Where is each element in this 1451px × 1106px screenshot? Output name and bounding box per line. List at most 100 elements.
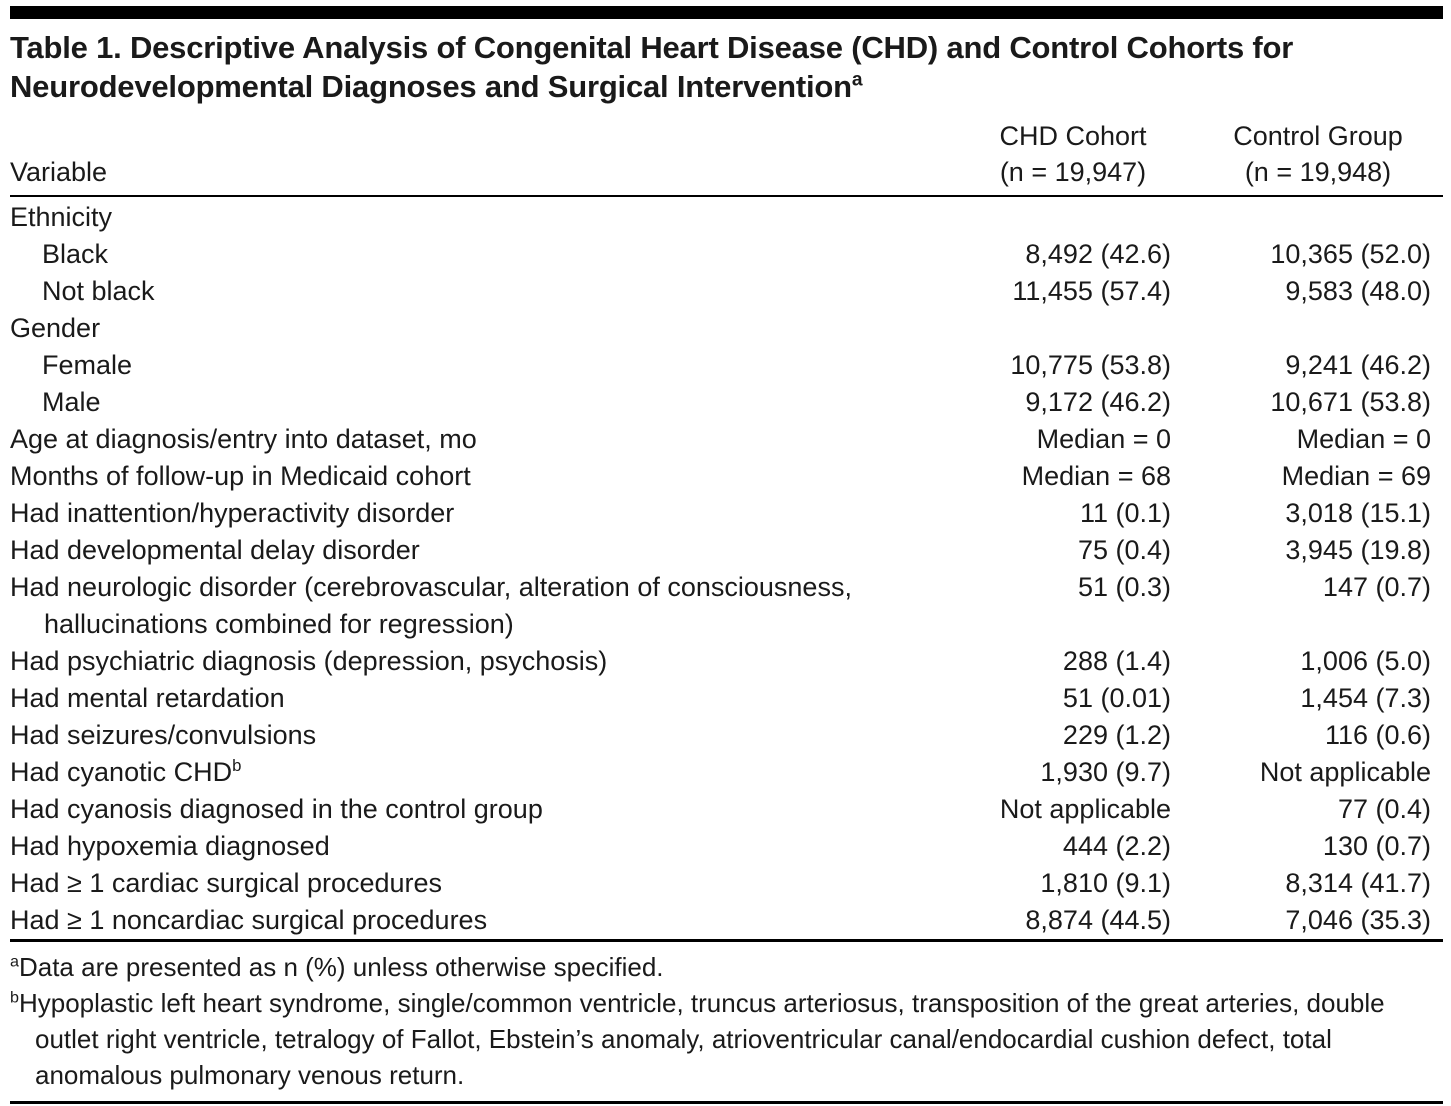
chd-cohort-header-line1: CHD Cohort bbox=[999, 121, 1147, 151]
chd-cohort-value: 75 (0.4) bbox=[1077, 535, 1171, 565]
table-row: Had ≥ 1 noncardiac surgical procedures 8,… bbox=[10, 902, 1443, 941]
control-group-value bbox=[1193, 196, 1443, 236]
chd-cohort-value: 229 (1.2) bbox=[1062, 720, 1171, 750]
table-row: Age at diagnosis/entry into dataset, mo M… bbox=[10, 421, 1443, 458]
row-label-text: Had hypoxemia diagnosed bbox=[10, 831, 330, 861]
row-label: Gender bbox=[10, 310, 953, 347]
table-row: Not black 11,455 (57.4) 9,583 (48.0) bbox=[10, 273, 1443, 310]
table-row: Had developmental delay disorder 75 (0.4)… bbox=[10, 532, 1443, 569]
table-header: Variable CHD Cohort (n = 19,947) Control… bbox=[10, 118, 1443, 197]
chd-cohort-value: Not applicable bbox=[999, 794, 1171, 824]
table-row: Had mental retardation 51 (0.01) 1,454 (7.… bbox=[10, 680, 1443, 717]
table-row: Had neurologic disorder (cerebrovascular… bbox=[10, 569, 1443, 643]
control-group-value bbox=[1193, 310, 1443, 347]
chd-cohort-value bbox=[953, 196, 1193, 236]
chd-cohort-value: 8,492 (42.6) bbox=[1025, 239, 1171, 269]
row-label-text: Had cyanosis diagnosed in the control gr… bbox=[10, 794, 543, 824]
row-label: Ethnicity bbox=[10, 196, 953, 236]
header-row: Variable CHD Cohort (n = 19,947) Control… bbox=[10, 118, 1443, 197]
table-row: Months of follow-up in Medicaid cohort Me… bbox=[10, 458, 1443, 495]
chd-cohort-value: 1,930 (9.7) bbox=[1040, 757, 1171, 787]
control-group-value: 9,583 (48.0) bbox=[1285, 276, 1431, 306]
row-label-text: Had psychiatric diagnosis (depression, p… bbox=[10, 646, 608, 676]
row-label: Black bbox=[10, 236, 953, 273]
control-group-value: 3,018 (15.1) bbox=[1285, 498, 1431, 528]
row-label: Had hypoxemia diagnosed bbox=[10, 828, 953, 865]
chd-cohort-value: 444 (2.2) bbox=[1062, 831, 1171, 861]
row-label-text: Not black bbox=[42, 276, 155, 306]
row-label-text: Had seizures/convulsions bbox=[10, 720, 317, 750]
control-group-value: 147 (0.7) bbox=[1322, 572, 1431, 602]
row-label: Had ≥ 1 noncardiac surgical procedures bbox=[10, 902, 953, 941]
row-label-text: Had neurologic disorder (cerebrovascular… bbox=[10, 572, 852, 639]
row-label: Not black bbox=[10, 273, 953, 310]
data-table: Variable CHD Cohort (n = 19,947) Control… bbox=[10, 118, 1443, 942]
chd-cohort-value: 8,874 (44.5) bbox=[1025, 905, 1171, 935]
table-row: Black 8,492 (42.6) 10,365 (52.0) bbox=[10, 236, 1443, 273]
control-group-value: Median = 69 bbox=[1281, 461, 1431, 491]
chd-cohort-value: 11,455 (57.4) bbox=[1012, 276, 1171, 306]
row-label: Female bbox=[10, 347, 953, 384]
table-row: Had cyanosis diagnosed in the control gr… bbox=[10, 791, 1443, 828]
row-label: Had cyanosis diagnosed in the control gr… bbox=[10, 791, 953, 828]
row-label-text: Had ≥ 1 cardiac surgical procedures bbox=[10, 868, 443, 898]
control-group-value: 7,046 (35.3) bbox=[1285, 905, 1431, 935]
row-label: Had cyanotic CHDb bbox=[10, 754, 953, 791]
row-label-text: Black bbox=[42, 239, 109, 269]
row-label-text: Ethnicity bbox=[10, 202, 113, 232]
footnote-a-marker: a bbox=[10, 952, 19, 971]
chd-cohort-value: 11 (0.1) bbox=[1079, 498, 1171, 528]
footnote-a: aData are presented as n (%) unless othe… bbox=[10, 949, 1430, 985]
row-label-text: Had ≥ 1 noncardiac surgical procedures bbox=[10, 905, 488, 935]
control-group-value: 8,314 (41.7) bbox=[1285, 868, 1431, 898]
row-label-text: Months of follow-up in Medicaid cohort bbox=[10, 461, 471, 491]
footnotes: aData are presented as n (%) unless othe… bbox=[10, 949, 1443, 1104]
column-header-variable: Variable bbox=[10, 118, 953, 197]
footnote-b: bHypoplastic left heart syndrome, single… bbox=[10, 985, 1430, 1093]
control-group-value: 116 (0.6) bbox=[1324, 720, 1431, 750]
footnote-a-text: Data are presented as n (%) unless other… bbox=[18, 952, 664, 982]
row-label-text: Male bbox=[42, 387, 101, 417]
row-label: Had ≥ 1 cardiac surgical procedures bbox=[10, 865, 953, 902]
row-label: Had neurologic disorder (cerebrovascular… bbox=[10, 569, 953, 643]
table-row: Had hypoxemia diagnosed 444 (2.2) 130 (0.7… bbox=[10, 828, 1443, 865]
table-row: Had ≥ 1 cardiac surgical procedures 1,810… bbox=[10, 865, 1443, 902]
table-row: Had psychiatric diagnosis (depression, p… bbox=[10, 643, 1443, 680]
table-row: Had cyanotic CHDb 1,930 (9.7) Not applicab… bbox=[10, 754, 1443, 791]
chd-cohort-value: 9,172 (46.2) bbox=[1025, 387, 1171, 417]
control-group-value: Median = 0 bbox=[1296, 424, 1431, 454]
row-label: Months of follow-up in Medicaid cohort bbox=[10, 458, 953, 495]
table-row: Had inattention/hyperactivity disorder 11… bbox=[10, 495, 1443, 532]
chd-cohort-value: Median = 68 bbox=[1021, 461, 1171, 491]
column-header-control-group: Control Group (n = 19,948) bbox=[1193, 118, 1443, 197]
control-group-value: 130 (0.7) bbox=[1322, 831, 1431, 861]
row-label: Had developmental delay disorder bbox=[10, 532, 953, 569]
column-header-chd-cohort: CHD Cohort (n = 19,947) bbox=[953, 118, 1193, 197]
control-group-header-line1: Control Group bbox=[1233, 121, 1403, 151]
chd-cohort-value: 288 (1.4) bbox=[1062, 646, 1171, 676]
row-footnote-marker: b bbox=[232, 756, 242, 775]
row-label: Had seizures/convulsions bbox=[10, 717, 953, 754]
chd-cohort-value: 51 (0.3) bbox=[1077, 572, 1171, 602]
title-footnote-marker-a: a bbox=[851, 69, 863, 91]
control-group-value: 9,241 (46.2) bbox=[1285, 350, 1431, 380]
chd-cohort-value bbox=[953, 310, 1193, 347]
table-title-text: Table 1. Descriptive Analysis of Congeni… bbox=[10, 30, 1294, 104]
row-label-text: Had inattention/hyperactivity disorder bbox=[10, 498, 455, 528]
footnote-b-marker: b bbox=[10, 988, 19, 1007]
footnote-b-text: Hypoplastic left heart syndrome, single/… bbox=[18, 988, 1385, 1090]
chd-cohort-value: 51 (0.01) bbox=[1062, 683, 1171, 713]
table-row: Gender bbox=[10, 310, 1443, 347]
row-label-text: Age at diagnosis/entry into dataset, mo bbox=[10, 424, 477, 454]
control-group-value: Not applicable bbox=[1259, 757, 1431, 787]
row-label: Male bbox=[10, 384, 953, 421]
chd-cohort-value: 1,810 (9.1) bbox=[1040, 868, 1171, 898]
control-group-value: 1,006 (5.0) bbox=[1300, 646, 1431, 676]
chd-cohort-value: 10,775 (53.8) bbox=[1010, 350, 1171, 380]
top-rule bbox=[10, 6, 1443, 19]
control-group-value: 10,365 (52.0) bbox=[1270, 239, 1431, 269]
control-group-value: 77 (0.4) bbox=[1337, 794, 1431, 824]
row-label: Had psychiatric diagnosis (depression, p… bbox=[10, 643, 953, 680]
row-label: Had mental retardation bbox=[10, 680, 953, 717]
table-row: Male 9,172 (46.2) 10,671 (53.8) bbox=[10, 384, 1443, 421]
